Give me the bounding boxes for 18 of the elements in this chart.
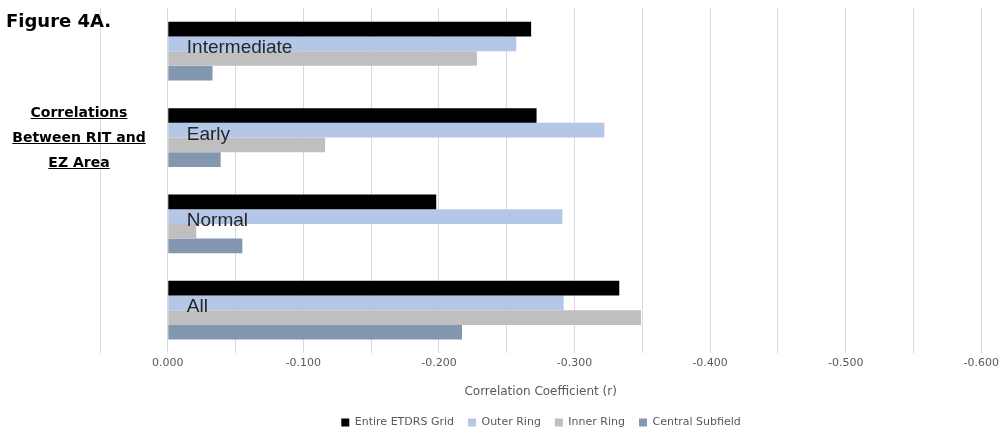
y-tick-label: Normal <box>186 209 249 231</box>
legend-label: Entire ETDRS Grid <box>354 415 454 429</box>
y-tick-label: All <box>186 295 208 317</box>
chart-title: Figure 4A. <box>6 10 112 31</box>
y-tick-label: Early <box>186 122 231 144</box>
text: 0.000 <box>152 355 184 369</box>
y-tick-label: Intermediate <box>186 36 293 58</box>
x-axis-title: Correlation Coefficient (r) <box>464 383 617 398</box>
annotation: Correlations Between RIT and EZ Area <box>11 103 147 172</box>
x-tick-label: -0.600 <box>963 355 999 369</box>
x-tick-label: -0.300 <box>556 355 593 369</box>
x-tick-label: -0.200 <box>421 355 457 369</box>
x-tick-label: -0.100 <box>285 355 322 369</box>
legend-label: Inner Ring <box>568 415 625 429</box>
x-tick-label: -0.400 <box>692 355 728 369</box>
x-tick-label: -0.500 <box>827 355 864 369</box>
legend-label: Outer Ring <box>481 415 541 429</box>
legend-label: Central Subfield <box>652 415 741 429</box>
